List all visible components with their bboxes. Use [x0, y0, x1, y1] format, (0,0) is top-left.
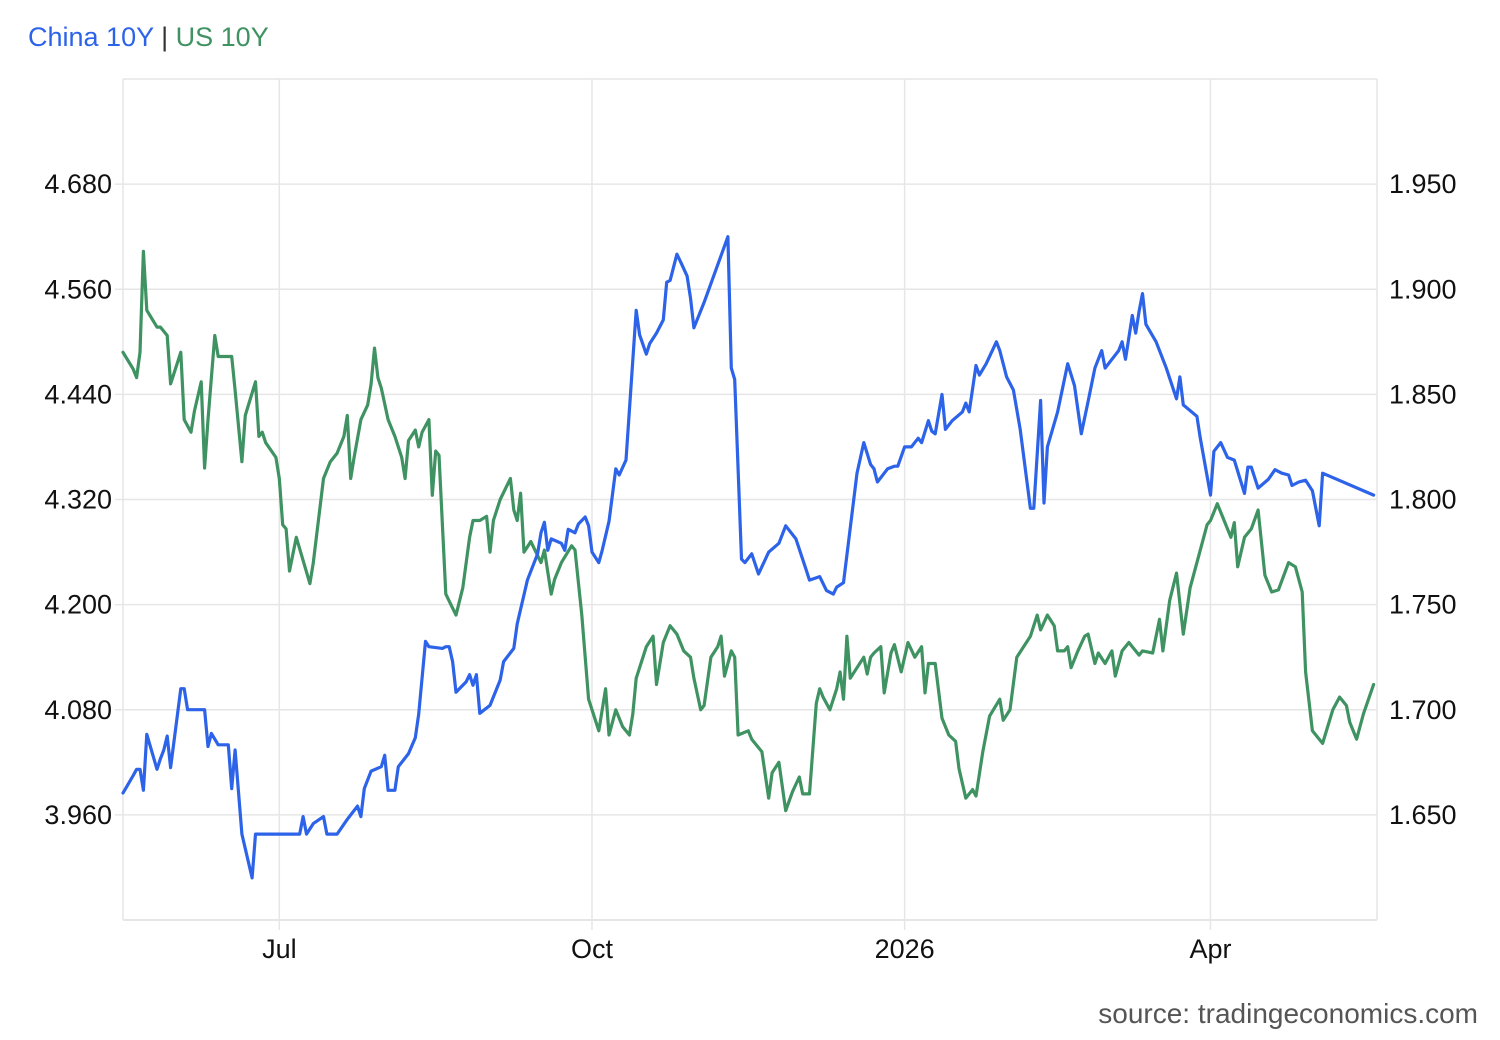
y-right-tick-label: 1.650 [1389, 800, 1457, 830]
y-left-tick-label: 4.440 [44, 379, 112, 409]
y-left-tick-label: 4.680 [44, 169, 112, 199]
y-right-tick-label: 1.950 [1389, 169, 1457, 199]
axes: 3.960 1.650 4.080 1.700 4.200 1.750 4.320 1.800… [44, 169, 1456, 964]
y-right-tick-label: 1.700 [1389, 695, 1457, 725]
y-left-tick-label: 4.320 [44, 485, 112, 515]
x-tick-label: Oct [571, 934, 614, 964]
y-left-tick-label: 4.080 [44, 695, 112, 725]
series-line-china-10y [121, 235, 1376, 880]
series-lines [121, 235, 1376, 880]
source-credit: source: tradingeconomics.com [1098, 998, 1478, 1029]
x-tick-label: Apr [1189, 934, 1231, 964]
legend-us-10y[interactable]: US 10Y [175, 22, 269, 52]
legend-separator: | [161, 22, 169, 52]
series-line-us-10y [121, 249, 1376, 813]
x-tick-label: Jul [262, 934, 297, 964]
y-right-tick-label: 1.800 [1389, 485, 1457, 515]
grid [115, 78, 1378, 930]
y-left-tick-label: 4.200 [44, 590, 112, 620]
y-left-tick-label: 3.960 [44, 800, 112, 830]
y-right-tick-label: 1.850 [1389, 379, 1457, 409]
chart-legend: China 10Y | US 10Y [28, 22, 269, 53]
y-right-tick-label: 1.750 [1389, 590, 1457, 620]
y-left-tick-label: 4.560 [44, 274, 112, 304]
legend-china-10y[interactable]: China 10Y [28, 22, 154, 52]
x-tick-label: 2026 [875, 934, 935, 964]
y-right-tick-label: 1.900 [1389, 274, 1457, 304]
